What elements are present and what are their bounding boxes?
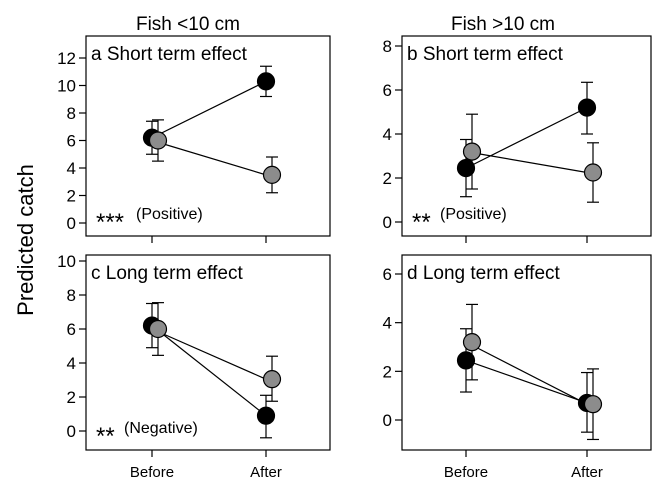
y-tick-label: 4 [383, 125, 392, 144]
panels: 0 2 4 6 8 10 12 a Short term effect *** (Positive… [57, 35, 652, 481]
panel-c: 0 2 4 6 8 10 Before After c Long term effect ** (N… [57, 252, 331, 481]
y-tick-label: 8 [383, 37, 392, 56]
data-point [583, 163, 603, 182]
panel-title: b Short term effect [407, 44, 564, 65]
data-point [456, 351, 476, 370]
data-point [577, 98, 597, 117]
panel-b: 0 2 4 6 8 b Short term effect ** (Positive) [383, 35, 652, 243]
data-point [456, 159, 476, 178]
panel-d: 0 2 4 6 Before After d Long term effect [383, 254, 652, 481]
panel-frame [85, 35, 331, 237]
panel-title: c Long term effect [91, 263, 243, 284]
x-tick-label: Before [130, 464, 174, 481]
y-tick-label: 8 [67, 104, 76, 123]
series-line [151, 80, 267, 139]
series-line [465, 151, 588, 174]
column-title-right: Fish >10 cm [451, 14, 555, 35]
y-tick-label: 4 [67, 354, 76, 373]
panel-title: d Long term effect [407, 263, 561, 284]
series-line [151, 325, 267, 417]
effect-label: (Positive) [440, 206, 507, 223]
data-point [462, 333, 482, 352]
panel-a: 0 2 4 6 8 10 12 a Short term effect *** (Positive… [57, 35, 331, 243]
y-tick-label: 2 [383, 362, 392, 381]
panel-title: a Short term effect [91, 44, 248, 65]
y-tick-label: 8 [67, 286, 76, 305]
y-tick-label: 6 [67, 132, 76, 151]
data-point [148, 319, 168, 339]
y-tick-label: 0 [67, 422, 76, 441]
y-tick-label: 12 [57, 49, 76, 68]
y-tick-label: 0 [383, 411, 392, 430]
data-point [583, 395, 603, 414]
y-tick-label: 10 [57, 252, 76, 271]
x-tick-label: After [571, 464, 603, 481]
series-line [151, 328, 267, 380]
data-point [462, 142, 482, 161]
significance-marker: ** [412, 209, 431, 236]
data-point [256, 406, 276, 425]
panel-frame [401, 254, 652, 451]
y-tick-label: 6 [383, 81, 392, 100]
series-line [465, 359, 588, 404]
effect-label: (Positive) [136, 206, 203, 223]
x-tick-label: After [250, 464, 282, 481]
data-point [262, 370, 282, 389]
series-line [465, 341, 588, 405]
y-tick-label: 0 [67, 214, 76, 233]
y-tick-label: 10 [57, 77, 76, 96]
data-point [256, 72, 276, 91]
y-tick-label: 2 [67, 388, 76, 407]
panel-frame [85, 254, 331, 451]
y-tick-label: 6 [67, 320, 76, 339]
significance-marker: *** [96, 209, 124, 236]
y-tick-label: 2 [67, 187, 76, 206]
data-point [148, 131, 168, 150]
data-point [262, 165, 282, 184]
significance-marker: ** [96, 423, 115, 450]
x-tick-label: Before [444, 464, 488, 481]
panel-frame [401, 35, 652, 237]
series-line [465, 107, 588, 169]
y-tick-label: 4 [383, 314, 392, 333]
y-tick-label: 0 [383, 213, 392, 232]
y-tick-label: 6 [383, 265, 392, 284]
column-title-left: Fish <10 cm [136, 14, 240, 35]
y-tick-label: 4 [67, 159, 76, 178]
y-axis-label: Predicted catch [13, 164, 38, 316]
y-tick-label: 2 [383, 169, 392, 188]
series-line [151, 139, 267, 176]
effect-label: (Negative) [124, 420, 198, 437]
